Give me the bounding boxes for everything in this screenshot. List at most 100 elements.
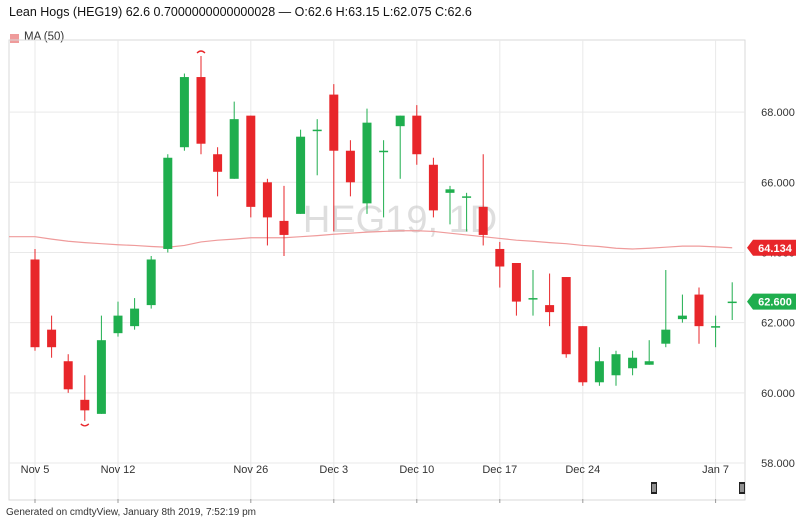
candle-body (262, 182, 272, 218)
candle-body (578, 326, 588, 383)
candle-body (229, 119, 239, 179)
price-tags: 64.134 62.600 (747, 239, 796, 310)
x-tick-label: Dec 10 (399, 464, 434, 476)
candle-body (296, 136, 306, 214)
candle-body (213, 154, 223, 172)
candle-dec-20 (561, 277, 571, 358)
x-tick-label: Dec 17 (482, 464, 517, 476)
price-chart[interactable]: HEG19, 1D 58.00060.00062.00064.00066.000… (0, 0, 800, 505)
x-tick-label: Nov 26 (233, 464, 268, 476)
candle-jan-4 (711, 315, 721, 348)
candle-nov-12 (113, 301, 123, 337)
candle-body (478, 206, 488, 235)
candle-nov-20 (213, 147, 223, 197)
y-tick-label: 58.000 (761, 458, 795, 470)
candle-dec-18 (528, 270, 538, 316)
candle-jan-3 (694, 287, 704, 344)
y-tick-label: 68.000 (761, 107, 795, 119)
candle-dec-12 (462, 192, 472, 232)
y-tick-label: 60.000 (761, 388, 795, 400)
candle-dec-3 (345, 140, 355, 197)
scroll-handle-left[interactable] (651, 482, 657, 494)
candle-body (711, 326, 721, 328)
candle-body (345, 150, 355, 183)
candle-nov-27 (279, 185, 289, 256)
candle-nov-21 (229, 101, 239, 179)
candle-body (96, 340, 106, 414)
candle-body (412, 115, 422, 155)
candle-body (179, 77, 189, 148)
ma-line-layer (9, 230, 733, 250)
y-tick-label: 66.000 (761, 177, 795, 189)
candle-body (611, 354, 621, 376)
candle-dec-10 (428, 157, 438, 218)
candle-dec-17 (511, 263, 521, 316)
x-tick-label: Dec 24 (565, 464, 600, 476)
x-tick-label: Nov 12 (101, 464, 136, 476)
x-tick-label: Nov 5 (21, 464, 50, 476)
candle-dec-19 (545, 273, 555, 327)
low-marker (80, 423, 90, 427)
footer-generated: Generated on cmdtyView, January 8th 2019… (6, 507, 256, 518)
candle-body (246, 115, 256, 207)
candle-body (130, 308, 140, 327)
candle-dec-11 (445, 185, 455, 225)
candle-nov-19 (196, 56, 206, 155)
last-price-tag-bg (747, 293, 796, 310)
candle-jan-7 (727, 282, 737, 321)
candle-body (462, 196, 472, 198)
candle-body (445, 189, 455, 193)
candles (30, 50, 737, 427)
candle-body (644, 361, 654, 365)
grid (9, 40, 745, 500)
candle-nov-29 (312, 119, 322, 176)
candle-body (661, 329, 671, 344)
candle-body (495, 248, 505, 267)
legend-ma-swatch (10, 34, 19, 43)
candle-body (528, 298, 538, 300)
candle-nov-26 (262, 178, 272, 246)
candle-dec-14 (495, 241, 505, 288)
candle-jan-2 (677, 294, 687, 323)
candle-body (113, 315, 123, 334)
candle-body (677, 315, 687, 320)
candle-body (80, 399, 90, 411)
high-marker (196, 50, 206, 54)
candle-body (47, 329, 57, 348)
candle-body (146, 259, 156, 306)
candle-body (63, 361, 73, 390)
candle-body (545, 305, 555, 313)
candle-dec-24 (594, 347, 604, 386)
x-axis: Nov 5 Nov 12 Nov 26 Dec 3 Dec 10 Dec 17 Dec 24… (21, 464, 729, 503)
candle-nov-13 (130, 298, 140, 330)
candle-nov-8 (80, 375, 90, 421)
candle-nov-9 (96, 315, 106, 414)
ma-value-tag: 64.134 (747, 239, 796, 256)
candle-body (163, 157, 173, 249)
ma-value-tag-bg (747, 239, 796, 256)
candle-dec-6 (395, 115, 405, 179)
candle-nov-23 (246, 115, 256, 218)
candle-body (511, 263, 521, 302)
candle-body (312, 129, 322, 132)
candle-nov-14 (146, 255, 156, 309)
candle-dec-5 (379, 140, 389, 218)
candle-dec-7 (412, 105, 422, 165)
candle-dec-21 (578, 326, 588, 386)
candle-dec-27 (628, 350, 638, 376)
candle-body (279, 220, 289, 235)
candle-body (329, 94, 339, 151)
scroll-handle-right[interactable] (739, 482, 745, 494)
candle-nov-16 (179, 73, 189, 151)
chart-title: Lean Hogs (HEG19) 62.6 0.700000000000002… (9, 5, 472, 19)
ma50-line (9, 230, 733, 250)
candle-body (694, 294, 704, 327)
candle-nov-5 (30, 248, 40, 351)
candle-dec-31 (661, 270, 671, 348)
last-price-tag-text: 62.600 (758, 297, 792, 309)
candle-nov-15 (163, 154, 173, 253)
y-tick-label: 62.000 (761, 318, 795, 330)
candle-dec-26 (611, 350, 621, 386)
candle-body (362, 122, 372, 204)
